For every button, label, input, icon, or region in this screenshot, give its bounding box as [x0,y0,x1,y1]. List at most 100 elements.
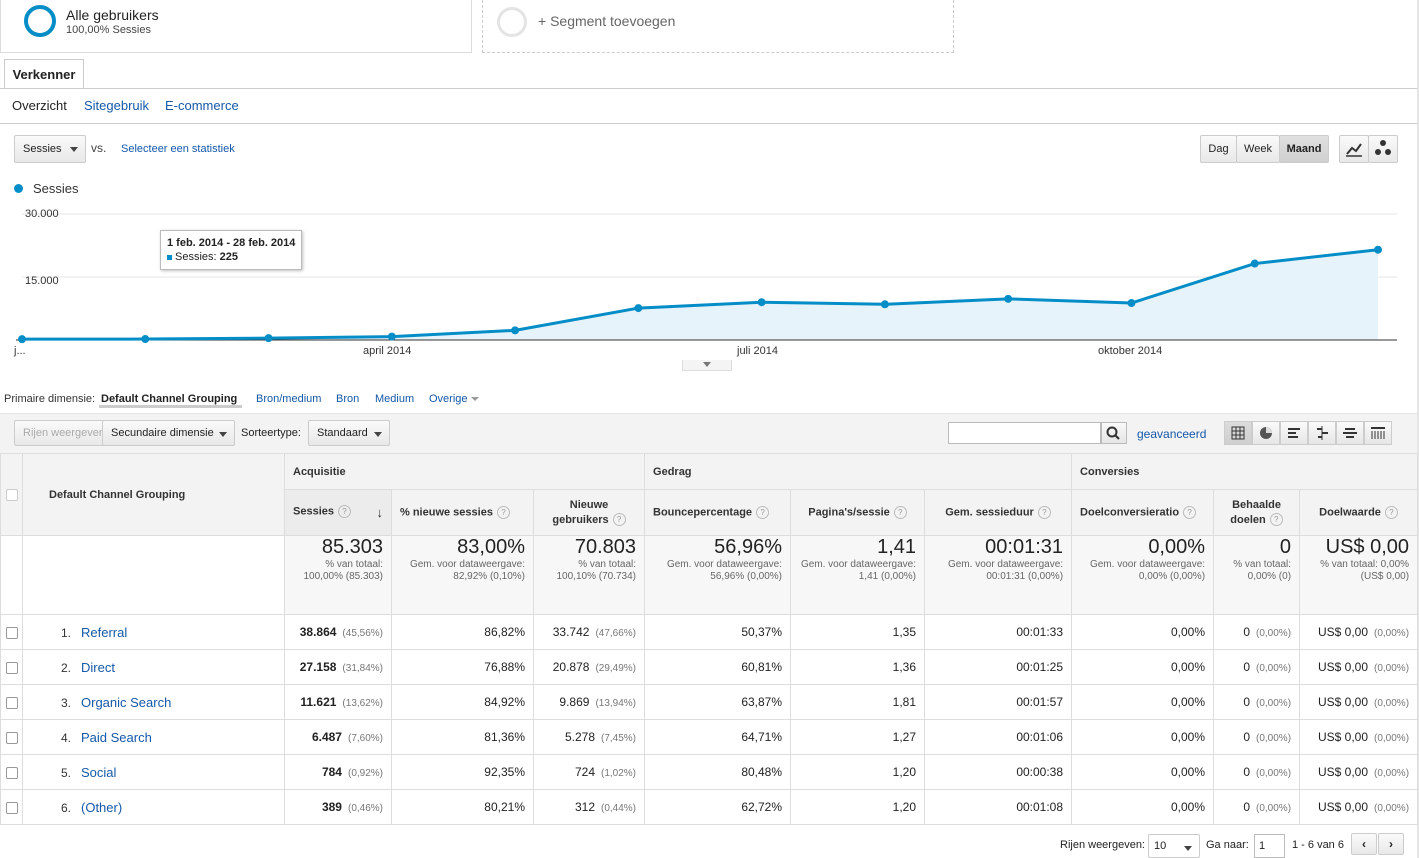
data-point [1004,294,1013,303]
table-search-input[interactable] [948,422,1101,444]
table-row[interactable]: 4. Paid Search 6.487 (7,60%) 81,36% 5.278 (7,4… [0,719,1419,755]
dimension-medium[interactable]: Medium [375,393,415,405]
table-row[interactable]: 3. Organic Search 11.621 (13,62%) 84,92% 9.86… [0,684,1419,720]
row-new-users-pct: (1,02%) [601,768,637,779]
row-conversion-rate: 0,00% [1071,789,1215,825]
row-checkbox-cell[interactable] [0,684,23,720]
row-sessions: 6.487 [311,730,342,744]
granularity-day-button[interactable]: Dag [1200,135,1237,163]
plot-rows-button[interactable]: Rijen weergeven [14,420,114,446]
sort-type-select[interactable]: Standaard [308,420,390,446]
line-chart-button[interactable] [1339,135,1369,163]
row-checkbox-cell[interactable] [0,754,23,790]
select-statistic-link[interactable]: Selecteer een statistiek [121,143,235,155]
row-sessions-pct: (45,56%) [342,628,383,639]
row-dimension-link[interactable]: Social [81,764,117,780]
row-new-users: 5.278 [564,730,595,744]
row-checkbox-cell[interactable] [0,649,23,685]
motion-chart-button[interactable] [1368,135,1398,163]
secondary-dimension-select[interactable]: Secundaire dimensie [102,420,235,446]
totals-value: US$ 0,00 [1325,536,1410,558]
view-term-cloud-button[interactable] [1336,421,1364,445]
rows-per-page-select[interactable]: 10 [1148,834,1200,858]
help-icon[interactable]: ? [496,506,510,519]
help-icon[interactable]: ? [1269,513,1283,527]
view-performance-button[interactable] [1280,421,1308,445]
row-checkbox-cell[interactable] [0,719,23,755]
data-point [141,335,150,344]
table-row[interactable]: 2. Direct 27.158 (31,84%) 76,88% 20.878 (29,49… [0,649,1419,685]
row-goal-value: US$ 0,00 [1317,800,1369,814]
col-bounce-rate[interactable]: Bouncepercentage? [644,489,792,536]
tab-explorer[interactable]: Verkenner [4,59,84,89]
segment-all-users[interactable] [0,0,472,53]
col-new-sessions-pct[interactable]: % nieuwe sessies? [391,489,534,536]
select-all-checkbox[interactable] [5,488,18,501]
advanced-filter-link[interactable]: geavanceerd [1137,427,1207,441]
row-checkbox[interactable] [5,661,18,674]
row-checkbox-cell[interactable] [0,789,23,825]
subtab-site-usage[interactable]: Sitegebruik [84,98,150,113]
select-all-cell[interactable] [0,453,23,536]
dimension-source[interactable]: Bron [336,393,360,405]
row-checkbox[interactable] [5,626,18,639]
row-checkbox[interactable] [5,696,18,709]
totals-note: % van totaal: 100,10% (70.734) [556,559,637,582]
row-checkbox[interactable] [5,731,18,744]
row-dimension-link[interactable]: Paid Search [81,729,152,745]
metric-select[interactable]: Sessies [14,135,86,163]
dimension-source-medium[interactable]: Bron/medium [256,393,322,405]
help-icon[interactable]: ? [337,505,351,518]
row-dimension-link[interactable]: (Other) [81,799,123,815]
row-conversion-rate: 0,00% [1071,684,1215,720]
row-checkbox[interactable] [5,801,18,814]
next-page-button[interactable]: › [1378,833,1404,855]
row-dimension-link[interactable]: Referral [81,624,128,640]
row-new-users-cell: 724 (1,02%) [532,754,646,790]
table-row[interactable]: 6. (Other) 389 (0,46%) 80,21% 312 (0,44%) 62,72… [0,789,1419,825]
subtab-ecommerce[interactable]: E-commerce [165,98,239,113]
row-dimension-link[interactable]: Direct [81,659,115,675]
col-goal-completions[interactable]: Behaalde doelen? [1213,489,1301,536]
col-pages-per-session[interactable]: Pagina's/sessie? [790,489,926,536]
add-segment-label[interactable]: + Segment toevoegen [538,13,676,29]
add-segment-card[interactable] [482,0,954,53]
view-pivot-button[interactable] [1364,421,1392,445]
help-icon[interactable]: ? [1384,506,1398,519]
prev-page-button[interactable]: ‹ [1351,833,1377,855]
subtab-overview[interactable]: Overzicht [12,98,67,113]
row-checkbox-cell[interactable] [0,614,23,650]
help-icon[interactable]: ? [612,513,626,527]
chevron-down-icon [470,397,479,402]
col-sessions[interactable]: Sessies? ↓ [284,489,392,536]
goto-page-input[interactable]: 1 [1254,834,1285,858]
granularity-month-button[interactable]: Maand [1279,135,1329,163]
help-icon[interactable]: ? [1037,506,1051,519]
row-sessions: 27.158 [299,660,337,674]
row-goal-value-cell: US$ 0,00 (0,00%) [1299,719,1419,755]
chart-collapse-handle[interactable] [682,360,732,371]
row-goals-pct: (0,00%) [1256,768,1292,779]
dimension-column-header[interactable]: Default Channel Grouping [22,453,285,536]
totals-checkbox-cell [0,535,23,615]
legend-swatch [14,184,23,193]
view-table-button[interactable] [1224,421,1252,445]
row-dimension-link[interactable]: Organic Search [81,694,172,710]
search-button[interactable] [1101,422,1127,444]
granularity-week-button[interactable]: Week [1236,135,1280,163]
dimension-other-dropdown[interactable]: Overige [429,393,479,405]
row-checkbox[interactable] [5,766,18,779]
dimension-default-channel-grouping[interactable]: Default Channel Grouping [101,393,238,405]
col-goal-value[interactable]: Doelwaarde? [1299,489,1419,536]
view-comparison-button[interactable] [1308,421,1336,445]
col-avg-session-duration[interactable]: Gem. sessieduur? [924,489,1073,536]
help-icon[interactable]: ? [1183,506,1197,519]
table-row[interactable]: 5. Social 784 (0,92%) 92,35% 724 (1,02%) 80,48%… [0,754,1419,790]
help-icon[interactable]: ? [756,506,770,519]
help-icon[interactable]: ? [893,506,907,519]
col-goal-conversion-rate[interactable]: Doelconversieratio? [1071,489,1215,536]
table-row[interactable]: 1. Referral 38.864 (45,56%) 86,82% 33.742 (47,… [0,614,1419,650]
col-new-users[interactable]: Nieuwe gebruikers? [532,489,646,536]
view-pie-button[interactable] [1252,421,1280,445]
row-new-users-pct: (47,66%) [595,628,637,639]
